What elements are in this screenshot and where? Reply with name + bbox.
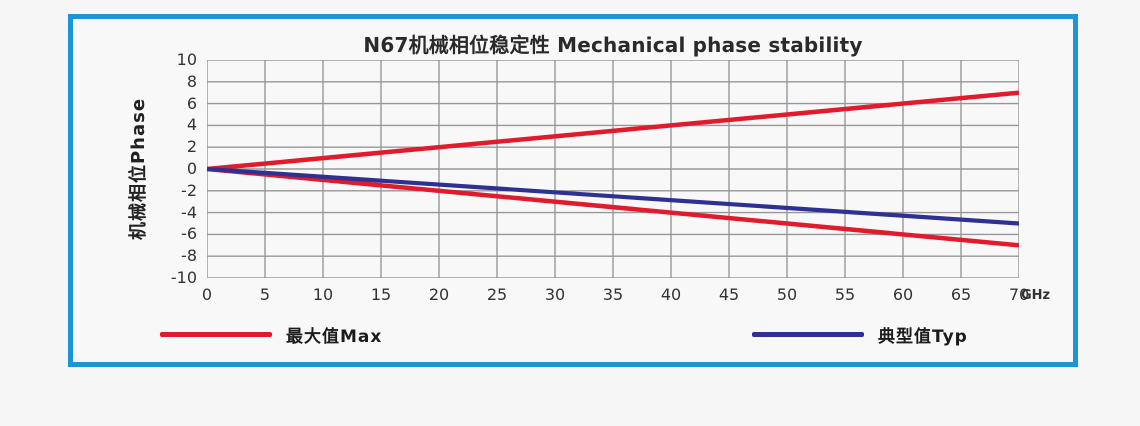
x-tick-label: 20 xyxy=(428,285,450,304)
y-tick-label: 2 xyxy=(186,137,197,157)
y-tick-label: 4 xyxy=(186,115,197,135)
legend-swatch-typ xyxy=(752,331,864,337)
y-tick-label: 0 xyxy=(186,159,197,178)
x-tick-label: 10 xyxy=(312,285,334,304)
x-tick-label: 40 xyxy=(660,285,682,304)
series-line xyxy=(207,90,1019,172)
legend-label-typ: 典型值Typ xyxy=(878,326,968,347)
x-tick-label: 0 xyxy=(201,285,213,304)
x-tick-label: 50 xyxy=(776,285,798,304)
y-tick-label: 8 xyxy=(186,71,197,91)
chart-plot xyxy=(207,60,1019,278)
y-tick-label: -2 xyxy=(181,180,197,200)
x-tick-label: 15 xyxy=(370,285,392,304)
x-tick-label: 5 xyxy=(259,285,271,304)
legend-swatch-max xyxy=(160,331,272,337)
series-line xyxy=(207,166,1019,226)
x-tick-label: 55 xyxy=(834,285,856,304)
y-tick-label: -6 xyxy=(181,224,197,244)
x-tick-label: 70 xyxy=(1008,285,1030,304)
x-tick-label: 45 xyxy=(718,285,740,304)
y-tick-label: -8 xyxy=(181,246,197,266)
x-tick-label: 25 xyxy=(486,285,508,304)
y-tick-label: -4 xyxy=(181,202,197,222)
y-tick-label: -10 xyxy=(170,268,197,287)
x-axis-unit-label: GHz xyxy=(1021,288,1051,303)
x-tick-label: 35 xyxy=(602,285,624,304)
series-line xyxy=(207,166,1019,248)
x-tick-label: 30 xyxy=(544,285,566,304)
y-tick-label: 10 xyxy=(176,50,197,69)
legend-item-max: 最大值Max xyxy=(160,322,383,347)
legend-label-max: 最大值Max xyxy=(286,326,383,347)
x-tick-label: 60 xyxy=(892,285,914,304)
y-tick-label: 6 xyxy=(186,93,197,113)
x-tick-label: 65 xyxy=(950,285,972,304)
chart-title: N67机械相位稳定性 Mechanical phase stability xyxy=(363,33,863,57)
legend-item-typ: 典型值Typ xyxy=(752,322,968,347)
